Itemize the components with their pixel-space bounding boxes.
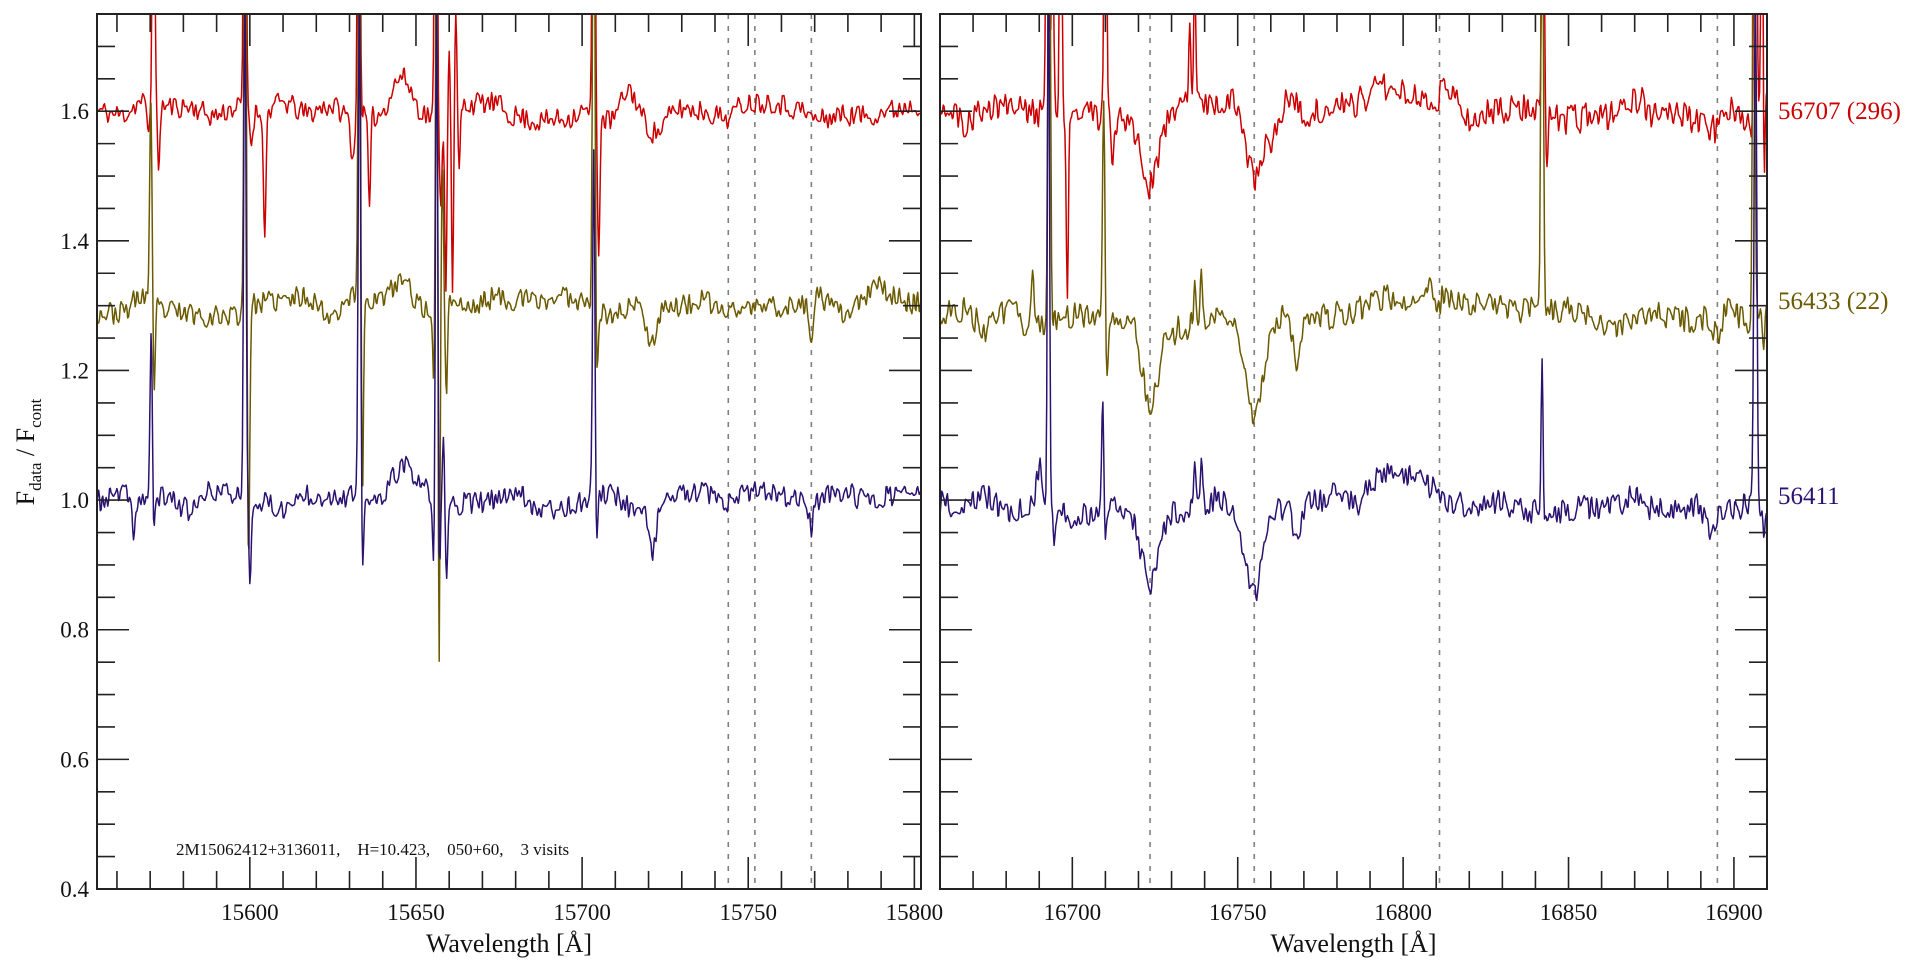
y-label-f1: F: [11, 491, 40, 505]
y-tick-label: 1.2: [60, 358, 89, 383]
x-tick-label: 16900: [1705, 900, 1763, 925]
x-tick-label: 15800: [886, 900, 944, 925]
x-tick-label: 15650: [387, 900, 445, 925]
spectrum-56433: [940, 14, 1767, 425]
plot-frame: [96, 13, 922, 890]
y-tick-label: 0.4: [60, 877, 89, 902]
y-tick-label: 0.8: [60, 618, 89, 643]
y-tick-label: 1.4: [60, 229, 89, 254]
y-axis-label: Fdata / Fcont: [11, 398, 45, 505]
x-tick-label: 16750: [1209, 900, 1267, 925]
y-tick-label: 0.6: [60, 747, 89, 772]
x-tick-label: 16700: [1044, 900, 1102, 925]
spectrum-56411: [940, 14, 1767, 602]
y-label-sep: / F: [11, 428, 40, 463]
plot-frame: [939, 13, 1768, 890]
x-axis-label: Wavelength [Å]: [426, 929, 592, 958]
left-panel: 15600 15650 15700 15750 15800 Wavelength [Å] 0…: [60, 13, 944, 958]
y-label-sub2: cont: [26, 398, 45, 428]
spectrum-56707: [97, 14, 921, 293]
x-tick-label: 15600: [221, 900, 279, 925]
spectrum-56433: [97, 14, 921, 663]
x-tick-label: 15700: [553, 900, 611, 925]
right-panel: 16700 16750 16800 16850 16900 Wavelength [Å]: [939, 13, 1768, 958]
x-axis-label: Wavelength [Å]: [1270, 929, 1436, 958]
x-tick-label: 16850: [1540, 900, 1598, 925]
y-tick-label: 1.0: [60, 488, 89, 513]
y-label-sub1: data: [26, 462, 45, 491]
star-annotation: 2M15062412+3136011, H=10.423, 050+60, 3 …: [176, 840, 569, 859]
series-label-2: 56411: [1778, 483, 1840, 510]
spectra-group: [97, 14, 921, 663]
spectra-group: [940, 14, 1767, 602]
spectrum-56411: [97, 14, 921, 585]
y-tick-label: 1.6: [60, 99, 89, 124]
x-tick-label: 15750: [719, 900, 777, 925]
spectrum-56707: [940, 14, 1767, 299]
series-label-0: 56707 (296): [1778, 98, 1901, 125]
x-tick-label: 16800: [1374, 900, 1432, 925]
series-label-1: 56433 (22): [1778, 288, 1888, 315]
